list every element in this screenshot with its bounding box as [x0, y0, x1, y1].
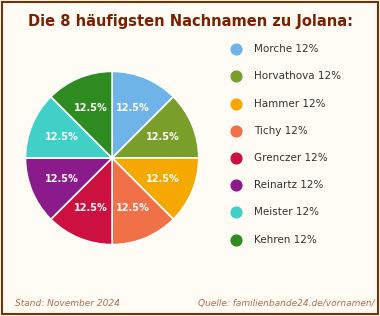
Text: Reinartz 12%: Reinartz 12%	[254, 180, 323, 190]
Text: 12.5%: 12.5%	[116, 204, 150, 213]
Wedge shape	[112, 71, 173, 158]
Wedge shape	[25, 158, 112, 219]
Point	[233, 101, 239, 106]
Point	[233, 74, 239, 79]
Text: Hammer 12%: Hammer 12%	[254, 99, 325, 109]
Wedge shape	[112, 158, 173, 245]
Text: 12.5%: 12.5%	[116, 103, 150, 112]
Point	[233, 237, 239, 242]
Text: Horvathova 12%: Horvathova 12%	[254, 71, 341, 82]
Wedge shape	[25, 97, 112, 158]
Text: Kehren 12%: Kehren 12%	[254, 234, 317, 245]
Text: Meister 12%: Meister 12%	[254, 207, 319, 217]
Point	[233, 183, 239, 188]
Wedge shape	[112, 97, 199, 158]
Text: 12.5%: 12.5%	[146, 132, 179, 142]
Text: Quelle: familienbande24.de/vornamen/: Quelle: familienbande24.de/vornamen/	[198, 299, 374, 308]
Text: 12.5%: 12.5%	[45, 174, 79, 184]
Text: 12.5%: 12.5%	[74, 103, 108, 112]
Text: Grenczer 12%: Grenczer 12%	[254, 153, 328, 163]
Point	[233, 128, 239, 133]
Text: Stand: November 2024: Stand: November 2024	[15, 299, 120, 308]
Text: Die 8 häufigsten Nachnamen zu Jolana:: Die 8 häufigsten Nachnamen zu Jolana:	[27, 14, 353, 29]
Text: 12.5%: 12.5%	[74, 204, 108, 213]
Text: Morche 12%: Morche 12%	[254, 44, 318, 54]
Text: 12.5%: 12.5%	[146, 174, 179, 184]
Wedge shape	[51, 71, 112, 158]
Wedge shape	[51, 158, 112, 245]
Text: Tichy 12%: Tichy 12%	[254, 126, 307, 136]
Point	[233, 47, 239, 52]
Point	[233, 155, 239, 161]
Text: 12.5%: 12.5%	[45, 132, 79, 142]
Point	[233, 210, 239, 215]
Wedge shape	[112, 158, 199, 219]
